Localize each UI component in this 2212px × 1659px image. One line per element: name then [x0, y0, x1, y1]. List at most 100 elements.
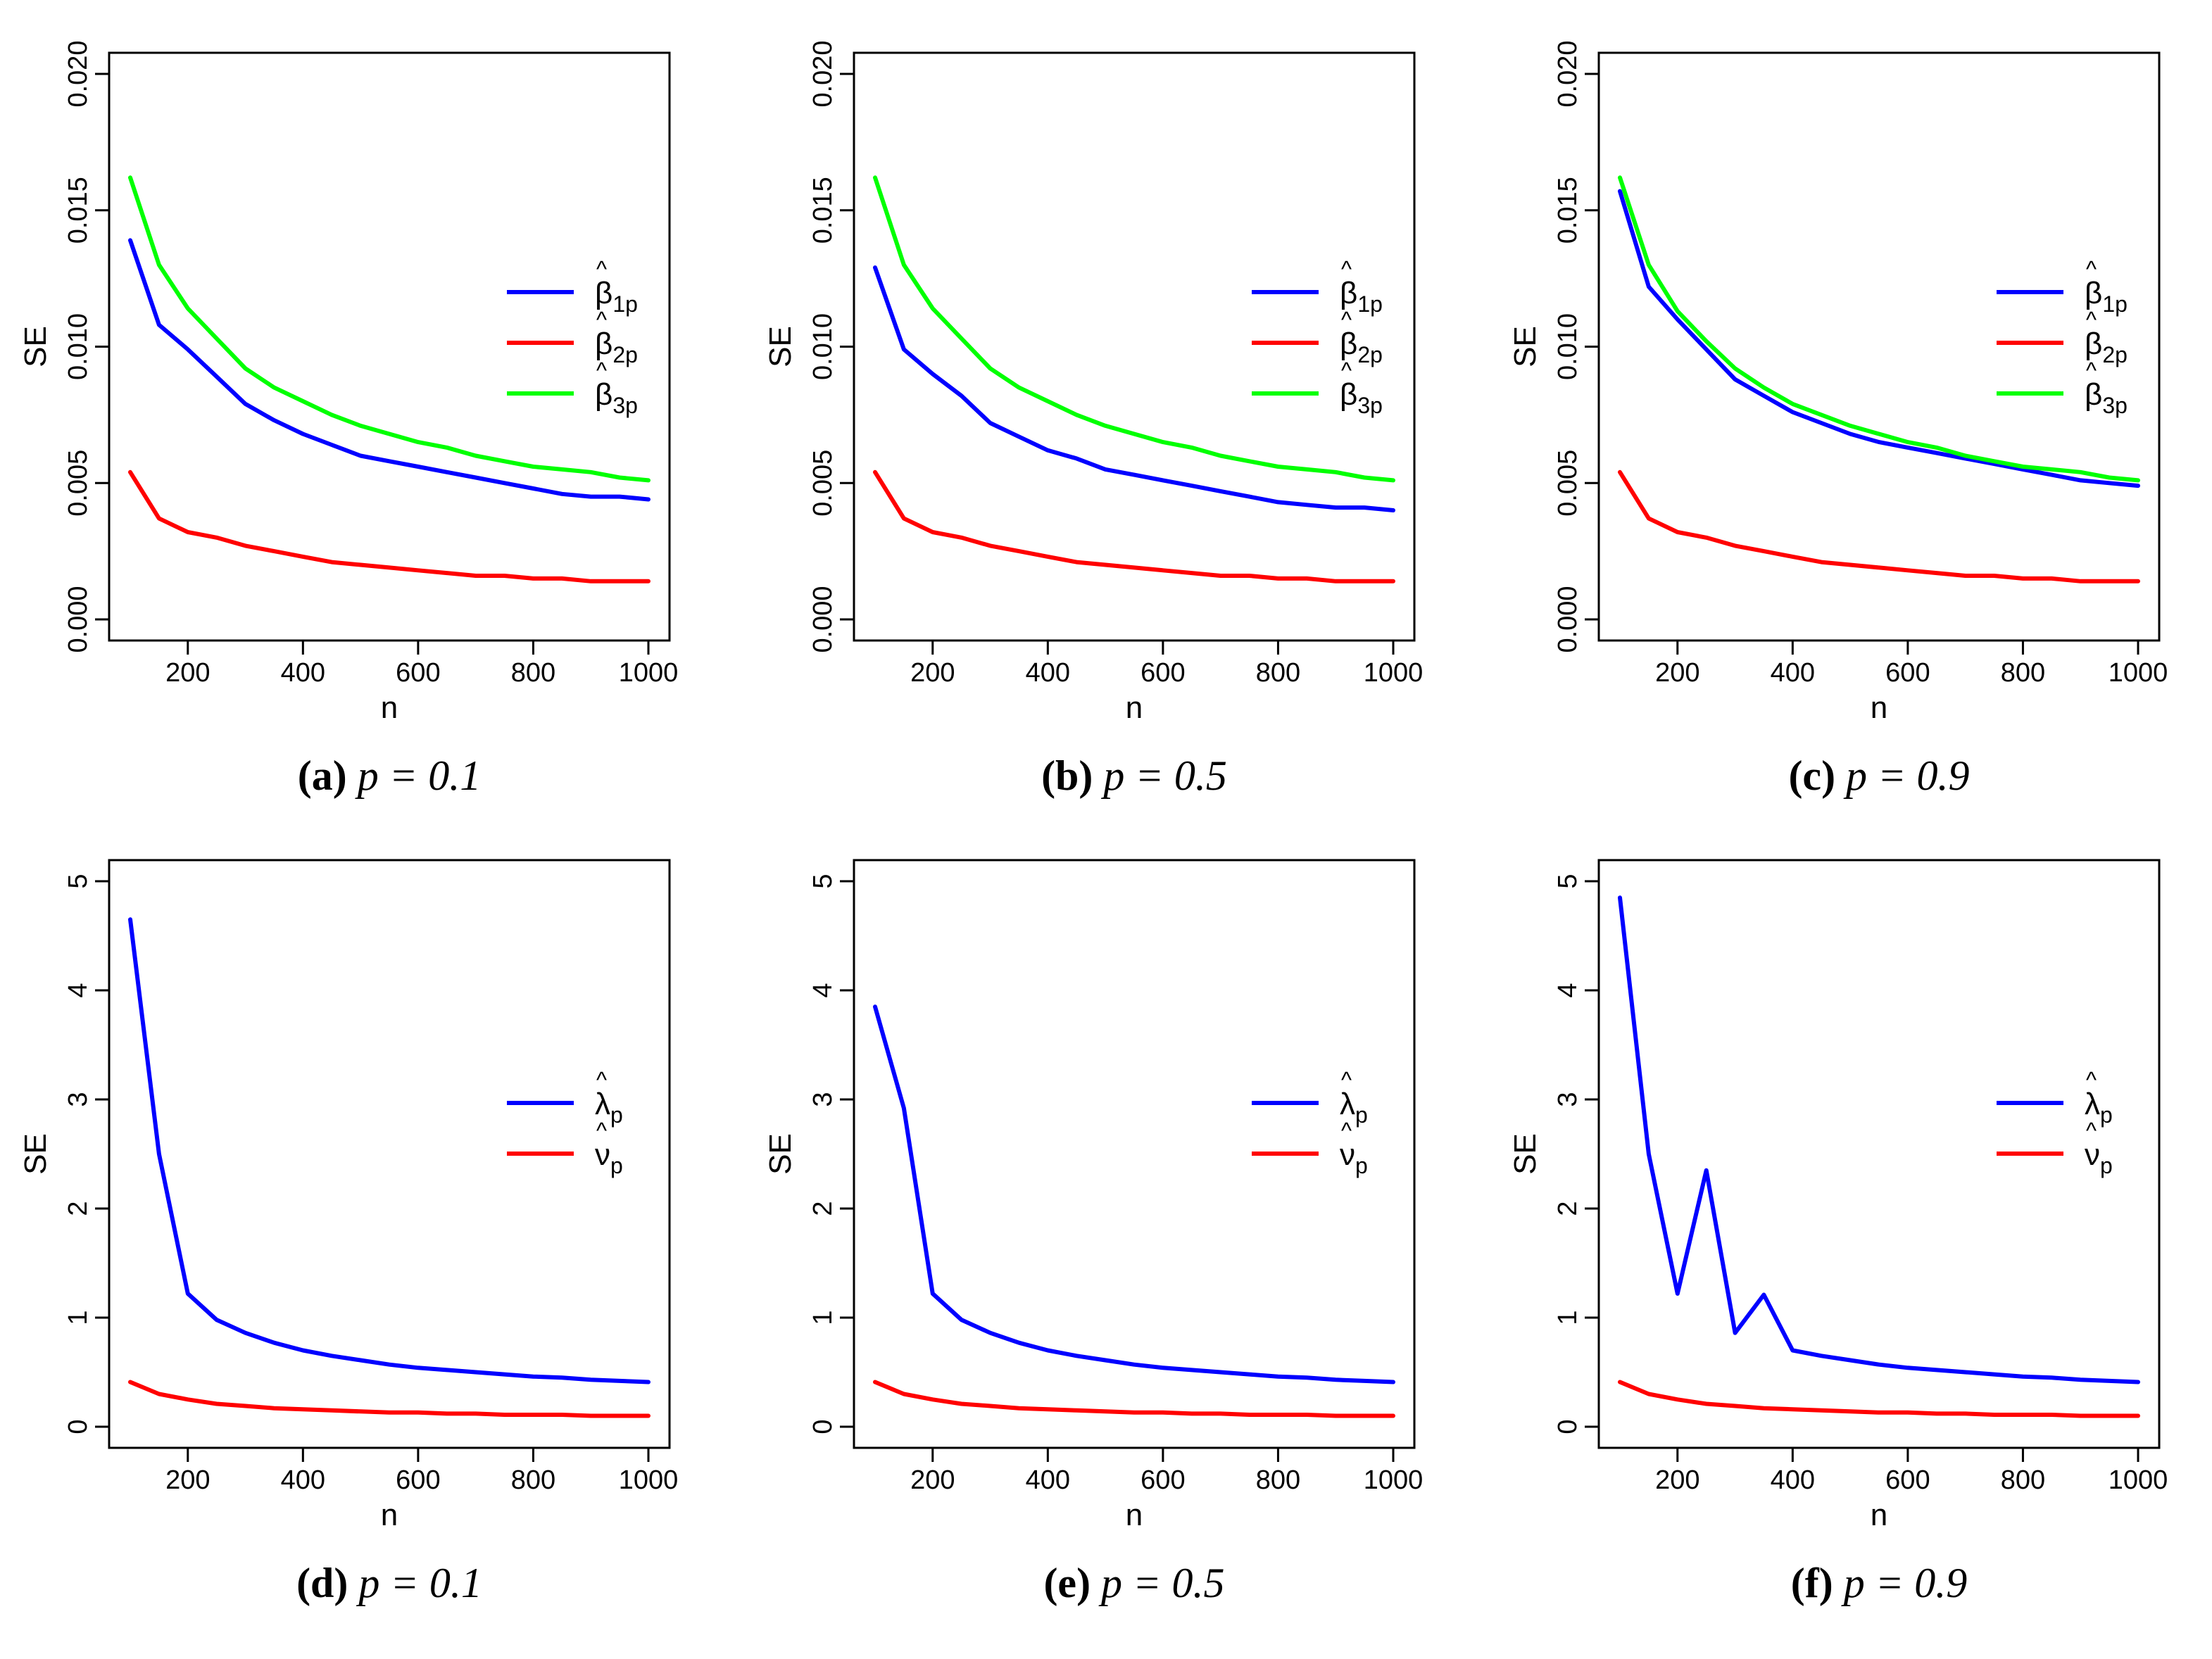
plot-frame	[1597, 51, 2161, 642]
legend-hat: ^	[596, 256, 607, 282]
legend-subscript: p	[610, 1153, 623, 1178]
x-tick-label: 200	[1655, 1465, 1699, 1495]
plot-frame	[853, 859, 1416, 1449]
caption-letter: (f)	[1790, 1560, 1833, 1606]
legend-symbol: β	[1340, 276, 1357, 310]
x-tick-label: 200	[910, 1465, 955, 1495]
series-line-1	[128, 917, 651, 1384]
series-line-1	[128, 238, 651, 502]
y-tick-label: 0.010	[1553, 313, 1583, 380]
y-axis-label: SE	[1508, 1133, 1542, 1175]
legend-hat: ^	[596, 1067, 607, 1092]
y-tick-label: 0.015	[1553, 177, 1583, 244]
x-tick-label: 800	[2001, 1465, 2045, 1495]
y-tick-label: 0.005	[1553, 450, 1583, 517]
legend-symbol: β	[2085, 377, 2102, 412]
legend-hat: ^	[2086, 1067, 2097, 1092]
x-axis-label: n	[1871, 690, 1887, 725]
y-tick-label: 2	[63, 1201, 93, 1216]
y-tick-label: 0	[1553, 1419, 1583, 1434]
legend-label-1: ^ λp	[1340, 1067, 1368, 1128]
y-tick-label: 4	[808, 983, 838, 997]
y-axis-label: SE	[763, 326, 798, 367]
y-tick-label: 0.000	[1553, 586, 1583, 652]
caption-param: p = 0.1	[348, 1560, 482, 1606]
legend-label-1: ^ β1p	[2085, 256, 2128, 317]
legend-symbol: ν	[1340, 1137, 1355, 1172]
legend-subscript: 2p	[612, 342, 638, 367]
series-line-2	[1618, 1380, 2140, 1418]
legend-subscript: 1p	[1357, 291, 1383, 317]
legend-subscript: p	[1355, 1102, 1368, 1128]
y-tick-label: 3	[63, 1092, 93, 1106]
legend-symbol: β	[2085, 276, 2102, 310]
legend-symbol: β	[595, 377, 612, 412]
legend-hat: ^	[1341, 307, 1352, 332]
legend-hat: ^	[2086, 358, 2097, 383]
y-tick-label: 4	[1553, 983, 1583, 997]
legend-hat: ^	[1341, 358, 1352, 383]
x-tick-label: 1000	[619, 1465, 679, 1495]
x-tick-label: 600	[1140, 1465, 1185, 1495]
y-axis-label: SE	[1508, 326, 1542, 367]
legend-label-2: ^ νp	[2085, 1118, 2113, 1178]
legend-label-3: ^ β3p	[1340, 358, 1383, 418]
caption-param: p = 0.5	[1091, 1560, 1225, 1606]
x-tick-label: 1000	[2109, 658, 2168, 688]
y-tick-label: 0	[63, 1419, 93, 1434]
x-tick-label: 400	[1026, 1465, 1070, 1495]
y-tick-label: 1	[808, 1310, 838, 1325]
chart-panel-a: 200 400 600 800 1000 0.000 0.005 0.010 0.015 0.02…	[18, 40, 678, 725]
x-tick-label: 800	[2001, 658, 2045, 688]
y-tick-label: 0.015	[63, 177, 93, 244]
legend-hat: ^	[1341, 1118, 1352, 1143]
series-line-2	[128, 469, 651, 584]
y-tick-label: 0.020	[1553, 40, 1583, 107]
x-tick-label: 800	[1256, 1465, 1300, 1495]
x-tick-label: 1000	[1364, 658, 1424, 688]
legend-label-2: ^ νp	[595, 1118, 623, 1178]
series-line-3	[873, 175, 1395, 483]
series-line-1	[1618, 189, 2140, 488]
y-tick-label: 0.020	[63, 40, 93, 107]
caption-letter: (d)	[296, 1560, 348, 1606]
legend-label-2: ^ β2p	[595, 307, 638, 367]
x-tick-label: 1000	[619, 658, 679, 688]
legend-label-3: ^ β3p	[595, 358, 638, 418]
series-line-2	[128, 1380, 651, 1418]
legend-symbol: λ	[595, 1087, 610, 1121]
caption-letter: (c)	[1788, 752, 1836, 799]
y-tick-label: 5	[63, 873, 93, 888]
legend-hat: ^	[596, 1118, 607, 1143]
legend-subscript: 3p	[612, 393, 638, 418]
y-axis-label: SE	[763, 1133, 798, 1175]
y-axis-label: SE	[18, 326, 53, 367]
legend-label-2: ^ β2p	[2085, 307, 2128, 367]
plot-frame	[108, 859, 671, 1449]
caption-e: (e) p = 0.5	[817, 1559, 1451, 1608]
legend-subscript: 1p	[612, 291, 638, 317]
x-axis-label: n	[381, 690, 398, 725]
x-tick-label: 400	[1026, 658, 1070, 688]
legend-subscript: p	[610, 1102, 623, 1128]
x-axis-label: n	[1126, 690, 1143, 725]
plot-frame	[1597, 859, 2161, 1449]
caption-letter: (e)	[1043, 1560, 1091, 1606]
legend-label-1: ^ β1p	[595, 256, 638, 317]
legend-subscript: 3p	[1357, 393, 1383, 418]
legend-hat: ^	[596, 307, 607, 332]
x-tick-label: 600	[1885, 1465, 1930, 1495]
legend-symbol: β	[595, 327, 612, 361]
legend-hat: ^	[2086, 1118, 2097, 1143]
series-line-2	[1618, 469, 2140, 584]
legend-hat: ^	[1341, 256, 1352, 282]
legend-symbol: β	[2085, 327, 2102, 361]
legend-subscript: 1p	[2102, 291, 2128, 317]
x-tick-label: 1000	[2109, 1465, 2168, 1495]
y-axis-label: SE	[18, 1133, 53, 1175]
caption-d: (d) p = 0.1	[73, 1559, 706, 1608]
y-tick-label: 5	[1553, 873, 1583, 888]
